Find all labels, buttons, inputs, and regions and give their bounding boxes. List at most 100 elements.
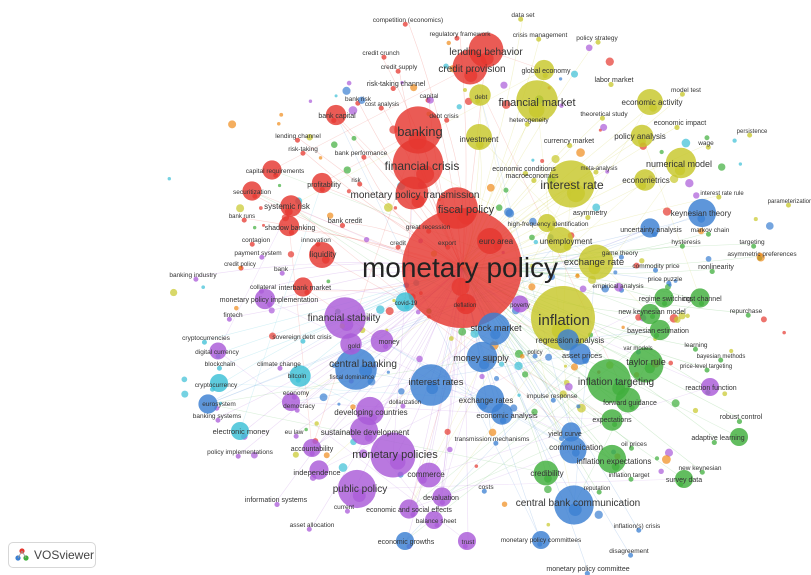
node-financial-market[interactable] [516,80,558,122]
label-money-supply[interactable]: money supply [453,353,509,363]
node-cryptocurrency[interactable] [230,421,250,441]
label-policy-strategy[interactable]: policy strategy [576,35,618,42]
label-economic-impact[interactable]: economic impact [654,120,707,127]
label-fintech[interactable]: fintech [223,312,243,319]
label-macroeconomics[interactable]: macroeconomics [506,173,559,180]
label-information-systems[interactable]: information systems [245,497,308,504]
node-policy-analysis[interactable] [630,124,654,148]
label-interbank-market[interactable]: interbank market [279,285,331,292]
label-communication[interactable]: communication [549,443,603,452]
node-financial-crisis[interactable] [392,138,444,190]
label-great-recession[interactable]: great recession [406,224,451,231]
node-bayesian-estimation[interactable] [649,319,671,341]
label-inflation[interactable]: inflation [538,312,590,329]
node-commerce[interactable] [416,462,442,488]
label-fiscal-policy[interactable]: fiscal policy [438,204,495,216]
label-economic-analysis[interactable]: economic analysis [476,411,538,420]
node-numerical-model[interactable] [665,147,697,179]
node-reaction-function[interactable] [729,427,749,447]
label-poverty[interactable]: poverty [510,303,530,309]
node-stock-market[interactable] [477,312,511,346]
vosviewer-logo[interactable]: VOSviewer [8,542,96,568]
node-central-bank-communication[interactable] [554,485,594,525]
node-communication[interactable] [559,436,587,464]
label-currency-market[interactable]: currency market [544,138,594,145]
label-markov-chain[interactable]: markov chain [691,227,730,234]
label-euro-area[interactable]: euro area [479,237,514,246]
node-inflation[interactable] [531,286,595,350]
node-monetary-policy-committees[interactable] [395,531,415,551]
label-regime-switching[interactable]: regime switching [639,296,691,303]
label-price-level-targeting[interactable]: price-level targeting [680,364,732,370]
label-financial-stability[interactable]: financial stability [308,313,381,324]
label-asymmetric-preferences[interactable]: asymmetric preferences [727,251,797,258]
label-new-keynesian-model[interactable]: new keynesian model [618,309,686,316]
node-credibility[interactable] [533,460,559,486]
label-financial-crisis[interactable]: financial crisis [385,159,460,173]
label-inflation-target[interactable]: inflation target [609,472,650,479]
label-lending-behavior[interactable]: lending behavior [449,47,523,58]
label-democracy[interactable]: democracy [283,403,316,410]
node-monetary-policy-transmission[interactable] [395,176,429,210]
node-keynesian-theory[interactable] [687,198,717,228]
label-monetary-policy-committees[interactable]: monetary policy committees [501,537,582,544]
label-collateral[interactable]: collateral [250,284,277,291]
node-liquidity[interactable] [309,242,335,268]
node-econometrics[interactable] [634,169,656,191]
label-central-bank-communication[interactable]: central bank communication [516,498,641,509]
node-economic-and-social-effects[interactable] [424,510,444,530]
label-monetary-policy-committee[interactable]: monetary policy committee [546,566,629,573]
label-interest-rate-rule[interactable]: interest rate rule [700,191,744,197]
label-bayesian-estimation[interactable]: bayesian estimation [627,328,689,335]
label-asset-prices[interactable]: asset prices [562,351,602,360]
node-regime-switching[interactable] [654,288,674,308]
label-securitization[interactable]: securitization [233,189,271,196]
label-sovereign-debt-crisis[interactable]: sovereign debt crisis [272,334,332,341]
label-bayesian-methods[interactable]: bayesian methods [697,354,746,360]
label-payment-system[interactable]: payment system [234,250,281,257]
node-cost-channel[interactable] [690,288,710,308]
label-global-economy[interactable]: global economy [521,68,571,75]
node-financial-stability[interactable] [324,297,366,339]
label-economy[interactable]: economy [283,390,310,397]
label-persistence[interactable]: persistence [737,129,768,135]
label-asymmetry[interactable]: asymmetry [573,210,608,217]
node-economic-activity[interactable] [637,89,663,115]
label-monetary-policies[interactable]: monetary policies [352,449,438,461]
label-central-banking[interactable]: central banking [329,359,397,370]
label-price-puzzle[interactable]: price puzzle [648,276,683,283]
node-forward-guidance[interactable] [615,387,641,413]
node-electronic-money[interactable] [700,377,720,397]
label-disagreement[interactable]: disagreement [609,548,649,555]
label-cryptocurrencies[interactable]: cryptocurrencies [182,335,230,342]
label-monetary-policy[interactable]: monetary policy [362,252,558,283]
label-robust-control[interactable]: robust control [720,414,763,421]
label-cost-channel[interactable]: cost channel [682,296,722,303]
label-inflation-expectations[interactable]: inflation expectations [577,457,652,466]
label-expectations[interactable]: expectations [592,417,632,424]
node-unemployment[interactable] [547,227,573,253]
node-adaptive-learning[interactable] [674,469,694,489]
label-economic-activity[interactable]: economic activity [622,98,683,107]
node-new-keynesian-model[interactable] [639,303,661,325]
node-sustainable-development[interactable] [349,416,379,446]
node-bank-capital[interactable] [325,104,347,126]
label-game-theory[interactable]: game theory [602,250,639,257]
label-accountability[interactable]: accountability [291,446,334,453]
label-risk-taking[interactable]: risk-taking [288,146,318,153]
label-reaction-function[interactable]: reaction function [685,385,736,392]
label-fiscal-dominance[interactable]: fiscal dominance [330,375,375,381]
label-public-policy[interactable]: public policy [333,484,387,495]
label-empirical-analysis[interactable]: empirical analysis [592,283,644,290]
node-taylor-rule[interactable] [628,347,664,383]
label-blockchain[interactable]: blockchain [205,361,236,368]
node-covid-19[interactable] [395,292,415,312]
label-parameterization[interactable]: parameterization [768,199,811,205]
node-yield-curve[interactable] [198,394,218,414]
label-bank-risk[interactable]: bank risk [345,96,372,103]
label-unemployment[interactable]: unemployment [540,237,593,246]
label-eu-law[interactable]: eu law [285,429,304,436]
label-independence[interactable]: independence [293,468,340,477]
label-bank[interactable]: bank [274,266,289,273]
label-inflation-targeting[interactable]: inflation targeting [578,377,654,388]
